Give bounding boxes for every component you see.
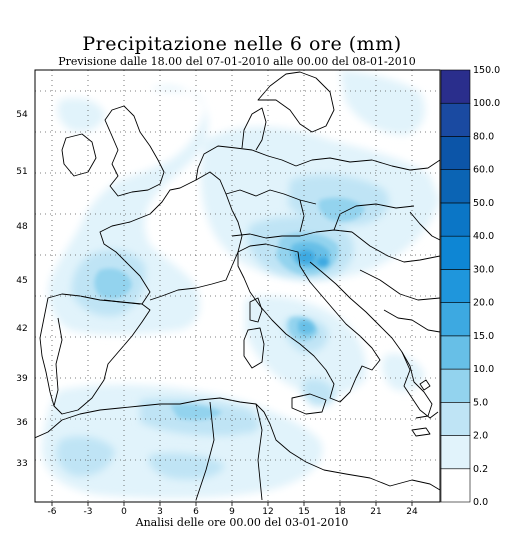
lat-tick-label: 39 (16, 374, 28, 384)
lon-tick-label: -3 (84, 507, 93, 517)
colorbar-level-label: 2.0 (473, 431, 488, 442)
colorbar-level-label: 10.0 (473, 364, 494, 375)
colorbar-level-label: 100.0 (473, 98, 500, 109)
colorbar-swatch (440, 202, 471, 237)
colorbar-swatch (440, 435, 471, 470)
lat-tick-label: 51 (16, 167, 27, 177)
lat-tick-label: 36 (16, 418, 28, 428)
map-title: Precipitazione nelle 6 ore (mm) (82, 33, 402, 55)
lat-tick-label: 54 (16, 110, 28, 120)
colorbar-swatch (440, 368, 471, 403)
lon-tick-label: 0 (121, 507, 127, 517)
colorbar-level-label: 0.0 (473, 497, 488, 508)
lon-tick-label: 18 (334, 507, 346, 517)
longitude-tick-labels: -6 -3 0 3 6 9 12 15 18 21 24 (48, 507, 418, 517)
lon-tick-label: 6 (193, 507, 199, 517)
colorbar-swatch (440, 102, 471, 137)
coastlines (35, 71, 440, 501)
axis-ticks (51, 502, 413, 506)
colorbar-swatch (440, 69, 471, 104)
colorbar-swatch (440, 169, 471, 204)
colorbar-level-label: 60.0 (473, 165, 494, 176)
colorbar-swatch (440, 468, 471, 503)
colorbar-level-label: 0.2 (473, 464, 488, 475)
colorbar-level-label: 5.0 (473, 397, 488, 408)
precipitation-field (41, 70, 440, 499)
lat-tick-label: 33 (16, 459, 27, 469)
colorbar-level-label: 20.0 (473, 298, 494, 309)
colorbar-level-label: 80.0 (473, 131, 494, 142)
colorbar-swatch (440, 269, 471, 303)
lon-tick-label: 15 (298, 507, 309, 517)
lon-tick-label: 3 (157, 507, 163, 517)
forecast-subtitle: Previsione dalle 18.00 del 07-01-2010 al… (58, 55, 416, 68)
colorbar-level-label: 150.0 (473, 65, 500, 76)
colorbar-level-label: 50.0 (473, 198, 494, 209)
latitude-tick-labels: 33 36 39 42 45 48 51 54 (16, 110, 28, 469)
lon-tick-label: 24 (406, 507, 418, 517)
analysis-footer: Analisi delle ore 00.00 del 03-01-2010 (135, 516, 349, 529)
colorbar-swatch (440, 136, 471, 170)
lon-tick-label: 9 (229, 507, 235, 517)
lon-tick-label: 21 (370, 507, 381, 517)
colorbar-swatch (440, 335, 471, 370)
colorbar-level-label: 15.0 (473, 331, 494, 342)
lat-tick-label: 42 (16, 324, 27, 334)
lat-tick-label: 45 (16, 276, 27, 286)
colorbar-swatch (440, 235, 471, 270)
lon-tick-label: -6 (48, 507, 57, 517)
colorbar-legend: 0.0 0.2 2.0 5.0 10.0 15.0 20.0 30.0 40.0 50.0 60.0… (440, 65, 500, 508)
map-frame (34, 69, 441, 503)
map-grid (35, 70, 440, 502)
colorbar-level-label: 40.0 (473, 231, 494, 242)
colorbar-level-label: 30.0 (473, 264, 494, 275)
lat-tick-label: 48 (16, 222, 28, 232)
colorbar-swatch (440, 302, 471, 337)
lon-tick-label: 12 (262, 507, 273, 517)
colorbar-swatch (440, 402, 471, 436)
